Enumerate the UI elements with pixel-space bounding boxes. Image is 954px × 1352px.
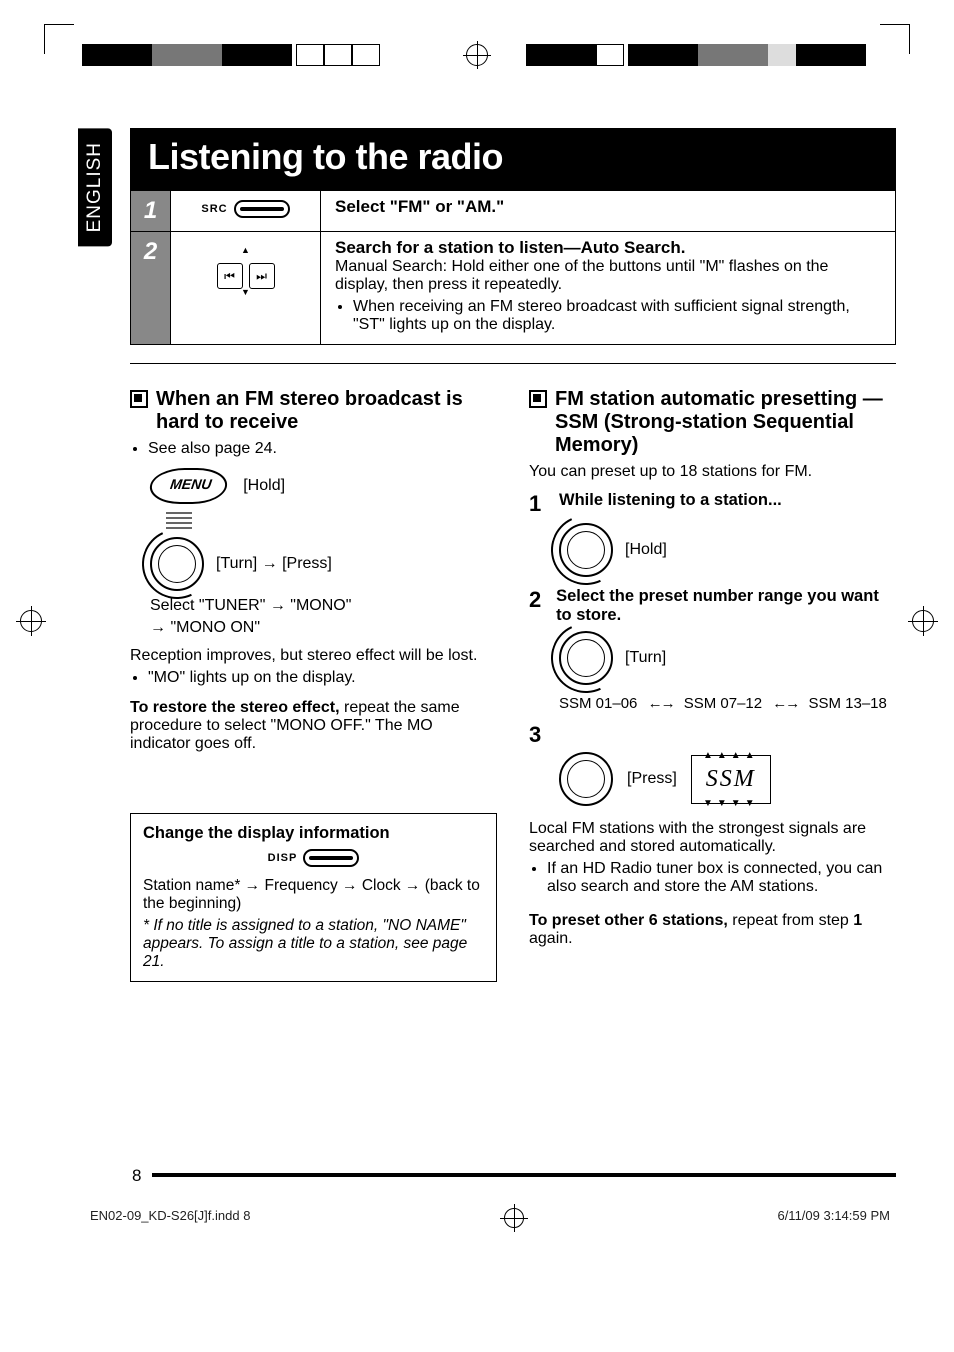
divider bbox=[130, 363, 896, 364]
section-heading: FM station automatic presetting —SSM (St… bbox=[529, 388, 896, 457]
pill-button-icon bbox=[303, 849, 359, 867]
rotary-knob-icon bbox=[559, 631, 613, 685]
page-content: Listening to the radio 1 SRC Select "FM"… bbox=[130, 128, 896, 1192]
ssm-range: SSM 01–06 SSM 07–12 SSM 13–18 bbox=[559, 695, 896, 712]
step-manual: Manual Search: Hold either one of the bu… bbox=[335, 258, 881, 294]
display-info-box: Change the display information DISP Stat… bbox=[130, 813, 497, 982]
heading-text: FM station automatic presetting —SSM (St… bbox=[555, 388, 896, 457]
substep-number: 3 bbox=[529, 722, 551, 748]
preset-other-rest: repeat from step bbox=[728, 912, 853, 929]
src-button-icon: SRC bbox=[201, 200, 289, 218]
disp-label: DISP bbox=[268, 852, 298, 864]
pill-button-icon bbox=[234, 200, 290, 218]
display-flow: Station name* → Frequency → Clock → (bac… bbox=[143, 877, 484, 913]
box-heading: Change the display information bbox=[143, 824, 484, 843]
src-label: SRC bbox=[201, 203, 227, 215]
select-sequence: → "MONO ON" bbox=[150, 619, 497, 637]
page-rule bbox=[152, 1173, 896, 1177]
step-control: ⏮ ⏭ bbox=[171, 232, 321, 345]
disp-button-icon: DISP bbox=[268, 849, 360, 867]
page-title: Listening to the radio bbox=[130, 128, 896, 190]
ssm-badge-text: SSM bbox=[706, 766, 756, 792]
step-row: 2 ⏮ ⏭ Search for a station to listen—Aut… bbox=[131, 232, 896, 345]
down-arrow-icon bbox=[241, 282, 250, 300]
registration-mark bbox=[504, 1208, 524, 1228]
preset-other-num: 1 bbox=[853, 912, 862, 929]
preset-other: To preset other 6 stations, repeat from … bbox=[529, 912, 896, 948]
bidirectional-arrow-icon bbox=[642, 695, 680, 712]
step-row: 1 SRC Select "FM" or "AM." bbox=[131, 191, 896, 232]
section-heading: When an FM stereo broadcast is hard to r… bbox=[130, 388, 497, 434]
hold-label: [Hold] bbox=[625, 541, 667, 559]
substep-text: While listening to a station... bbox=[559, 491, 782, 510]
square-bullet-icon bbox=[529, 390, 547, 408]
local-note: Local FM stations with the strongest sig… bbox=[529, 820, 896, 856]
press-label: [Press] bbox=[627, 770, 677, 788]
ssm-range-b: SSM 07–12 bbox=[684, 695, 762, 712]
menu-button-icon: MENU bbox=[147, 468, 229, 504]
ssm-range-c: SSM 13–18 bbox=[808, 695, 886, 712]
left-column: When an FM stereo broadcast is hard to r… bbox=[130, 388, 497, 982]
registration-mark bbox=[20, 610, 42, 632]
footer-timestamp: 6/11/09 3:14:59 PM bbox=[777, 1208, 890, 1228]
registration-mark bbox=[912, 610, 934, 632]
reception-note: Reception improves, but stereo effect wi… bbox=[130, 647, 497, 665]
steps-table: 1 SRC Select "FM" or "AM." 2 ⏮ ⏭ bbox=[130, 190, 896, 345]
substep-number: 2 bbox=[529, 587, 548, 613]
preset-intro: You can preset up to 18 stations for FM. bbox=[529, 463, 896, 481]
square-bullet-icon bbox=[130, 390, 148, 408]
substep-number: 1 bbox=[529, 491, 551, 517]
restore-bold: To restore the stereo effect, bbox=[130, 699, 340, 716]
hd-radio-bullet: If an HD Radio tuner box is connected, y… bbox=[547, 860, 896, 896]
step-control: SRC bbox=[171, 191, 321, 232]
ssm-range-a: SSM 01–06 bbox=[559, 695, 637, 712]
crop-mark bbox=[880, 24, 910, 54]
footer-file: EN02-09_KD-S26[J]f.indd 8 bbox=[90, 1208, 250, 1228]
step-description: Search for a station to listen—Auto Sear… bbox=[321, 232, 896, 345]
see-also: See also page 24. bbox=[148, 440, 497, 458]
crop-mark bbox=[44, 24, 74, 54]
turn-press-label: [Turn] → [Press] bbox=[216, 555, 332, 573]
rotary-knob-icon bbox=[559, 523, 613, 577]
substep-text: Select the preset number range you want … bbox=[556, 587, 896, 625]
flow-arrow-icon bbox=[166, 512, 192, 529]
display-note: * If no title is assigned to a station, … bbox=[143, 917, 484, 971]
step-bullet: When receiving an FM stereo broadcast wi… bbox=[353, 298, 881, 334]
step-description: Select "FM" or "AM." bbox=[321, 191, 896, 232]
right-column: FM station automatic presetting —SSM (St… bbox=[529, 388, 896, 982]
mo-bullet: "MO" lights up on the display. bbox=[148, 669, 497, 687]
bidirectional-arrow-icon bbox=[766, 695, 804, 712]
hold-label: [Hold] bbox=[243, 477, 285, 495]
rotary-knob-icon bbox=[150, 537, 204, 591]
language-tab: ENGLISH bbox=[78, 128, 112, 246]
registration-bar bbox=[0, 44, 954, 70]
preset-other-tail: again. bbox=[529, 930, 573, 947]
step-number: 1 bbox=[131, 191, 171, 232]
turn-label: [Turn] bbox=[625, 649, 666, 667]
preset-other-bold: To preset other 6 stations, bbox=[529, 912, 728, 929]
select-sequence: Select "TUNER" → "MONO" bbox=[150, 597, 497, 615]
ssm-display-icon: SSM bbox=[691, 755, 771, 804]
rotary-knob-icon bbox=[559, 752, 613, 806]
step-number: 2 bbox=[131, 232, 171, 345]
step-target: Search for a station to listen—Auto Sear… bbox=[335, 238, 685, 257]
print-footer: EN02-09_KD-S26[J]f.indd 8 6/11/09 3:14:5… bbox=[90, 1208, 890, 1228]
restore-note: To restore the stereo effect, repeat the… bbox=[130, 699, 497, 753]
heading-text: When an FM stereo broadcast is hard to r… bbox=[156, 388, 497, 434]
step-target: Select "FM" or "AM." bbox=[335, 197, 504, 216]
page-number: 8 bbox=[132, 1166, 141, 1186]
